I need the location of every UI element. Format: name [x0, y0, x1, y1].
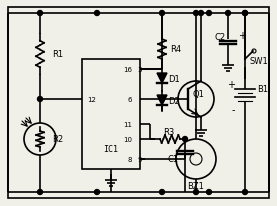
Polygon shape — [157, 96, 167, 105]
Polygon shape — [157, 74, 167, 84]
Text: -: - — [232, 104, 235, 115]
Circle shape — [94, 190, 99, 194]
Text: C1: C1 — [167, 155, 178, 164]
Circle shape — [242, 190, 248, 194]
Text: 12: 12 — [87, 97, 96, 103]
Text: +: + — [238, 31, 246, 41]
Text: R1: R1 — [52, 50, 63, 59]
Text: 16: 16 — [123, 67, 132, 73]
Circle shape — [206, 12, 212, 16]
Circle shape — [194, 12, 199, 16]
Bar — [82, 60, 140, 169]
Circle shape — [199, 12, 204, 16]
Text: 11: 11 — [123, 121, 132, 127]
Text: IC1: IC1 — [104, 145, 119, 154]
Text: R4: R4 — [170, 45, 181, 54]
Text: 9: 9 — [137, 156, 142, 162]
Circle shape — [183, 137, 188, 142]
Circle shape — [37, 12, 42, 16]
Text: 6: 6 — [127, 97, 132, 103]
Text: R3: R3 — [163, 128, 174, 137]
Text: +: + — [227, 80, 235, 90]
Text: 3: 3 — [137, 67, 142, 73]
Circle shape — [37, 190, 42, 194]
Text: 10: 10 — [123, 136, 132, 142]
Circle shape — [242, 12, 248, 16]
Circle shape — [194, 190, 199, 194]
Text: BZ1: BZ1 — [188, 182, 204, 191]
Text: R2: R2 — [52, 135, 63, 144]
Text: D2: D2 — [168, 97, 180, 106]
Circle shape — [242, 12, 248, 16]
Circle shape — [206, 190, 212, 194]
Circle shape — [225, 12, 230, 16]
Circle shape — [94, 12, 99, 16]
Circle shape — [160, 12, 165, 16]
Text: C2: C2 — [214, 33, 225, 42]
Text: B1: B1 — [257, 85, 268, 94]
Circle shape — [37, 97, 42, 102]
Text: 8: 8 — [127, 156, 132, 162]
Text: Q1: Q1 — [192, 90, 204, 99]
Text: D1: D1 — [168, 75, 180, 84]
Circle shape — [160, 190, 165, 194]
Circle shape — [160, 97, 165, 102]
Text: SW1: SW1 — [249, 57, 268, 66]
